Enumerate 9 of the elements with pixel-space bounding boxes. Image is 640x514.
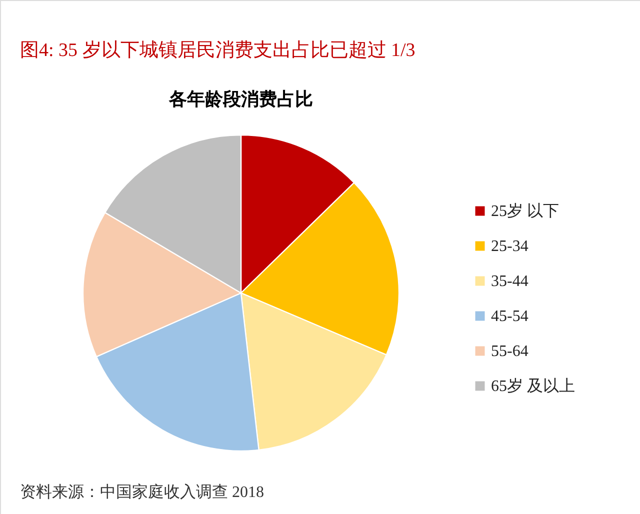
text: 资料来源：中国家庭收入调查 2018 [20, 483, 264, 501]
chart-title: 图4: 35 岁以下城镇居民消费支出占比已超过 1/3 [20, 40, 416, 61]
legend-label: 25岁 以下 [491, 202, 559, 220]
legend-label: 35-44 [491, 273, 528, 290]
legend-label: 65岁 及以上 [491, 377, 575, 395]
legend-label: 25-34 [491, 238, 528, 255]
legend-label: 45-54 [491, 308, 528, 325]
chart-subtitle: 各年龄段消费占比 [168, 89, 313, 109]
legend-label: 55-64 [491, 343, 528, 360]
